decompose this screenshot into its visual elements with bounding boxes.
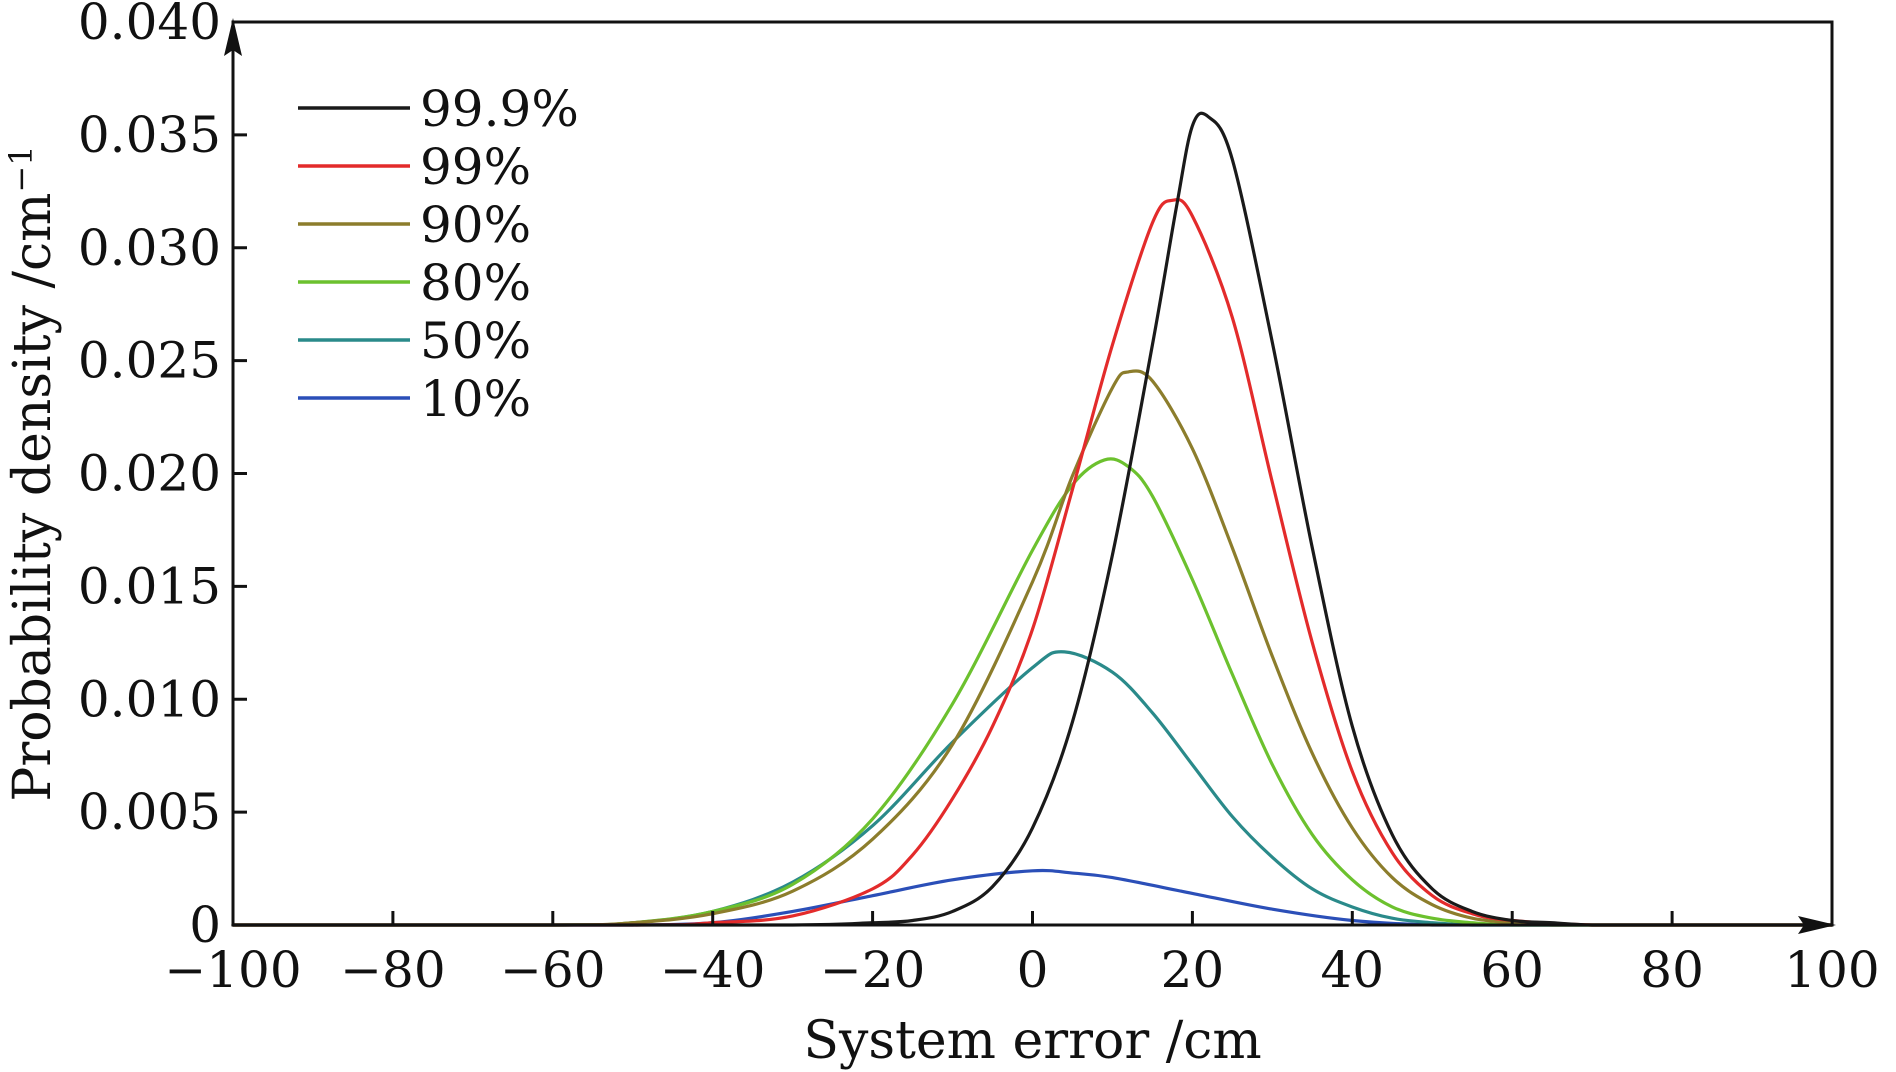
series-line: [231, 197, 1834, 927]
y-tick-label: 0.020: [78, 445, 221, 503]
x-tick-label: −100: [164, 941, 301, 999]
x-tick-label: −60: [500, 941, 606, 999]
x-tick-label: 100: [1784, 941, 1879, 999]
x-axis-ticks: −100 −80 −60 −40 −20 0 20 40 60 80 100: [164, 911, 1880, 999]
legend-label: 80%: [420, 254, 531, 312]
x-tick-label: −20: [820, 941, 926, 999]
y-axis-title-text: Probability density /cm: [3, 193, 63, 802]
legend-label: 90%: [420, 196, 531, 254]
x-tick-label: 40: [1320, 941, 1384, 999]
legend-item: 99.9%: [298, 80, 579, 138]
legend-item: 90%: [298, 196, 531, 254]
legend-item: 80%: [298, 254, 531, 312]
legend: 99.9%99%90%80%50%10%: [298, 80, 579, 428]
y-tick-label: 0.005: [78, 783, 221, 841]
y-axis-ticks: 0 0.005 0.010 0.015 0.020 0.025 0.030 0.035 0.04…: [78, 0, 247, 954]
y-axis-arrow-icon: [224, 18, 242, 56]
y-tick-label: 0.040: [78, 0, 221, 51]
y-tick-label: 0.030: [78, 219, 221, 277]
x-tick-label: 80: [1640, 941, 1704, 999]
legend-label: 50%: [420, 312, 531, 370]
x-tick-label: −80: [340, 941, 446, 999]
legend-label: 99%: [420, 138, 531, 196]
x-axis-title: System error /cm: [803, 1011, 1261, 1071]
series-line: [231, 111, 1834, 927]
series-line: [231, 369, 1834, 927]
legend-item: 99%: [298, 138, 531, 196]
legend-item: 10%: [298, 370, 531, 428]
y-tick-label: 0.015: [78, 557, 221, 615]
x-tick-label: 60: [1480, 941, 1544, 999]
series-line: [231, 457, 1834, 927]
y-axis-title-superscript: −1: [2, 145, 40, 192]
legend-label: 10%: [420, 370, 531, 428]
y-tick-label: 0.010: [78, 670, 221, 728]
x-tick-label: −40: [660, 941, 766, 999]
y-tick-label: 0.025: [78, 332, 221, 390]
legend-item: 50%: [298, 312, 531, 370]
x-tick-label: 20: [1161, 941, 1225, 999]
series-layer: [231, 111, 1834, 927]
y-tick-label: 0: [189, 896, 221, 954]
y-axis-title: Probability density /cm−1: [2, 145, 63, 801]
x-tick-label: 0: [1017, 941, 1049, 999]
legend-label: 99.9%: [420, 80, 579, 138]
x-axis-arrow-icon: [1798, 916, 1836, 934]
y-tick-label: 0.035: [78, 106, 221, 164]
